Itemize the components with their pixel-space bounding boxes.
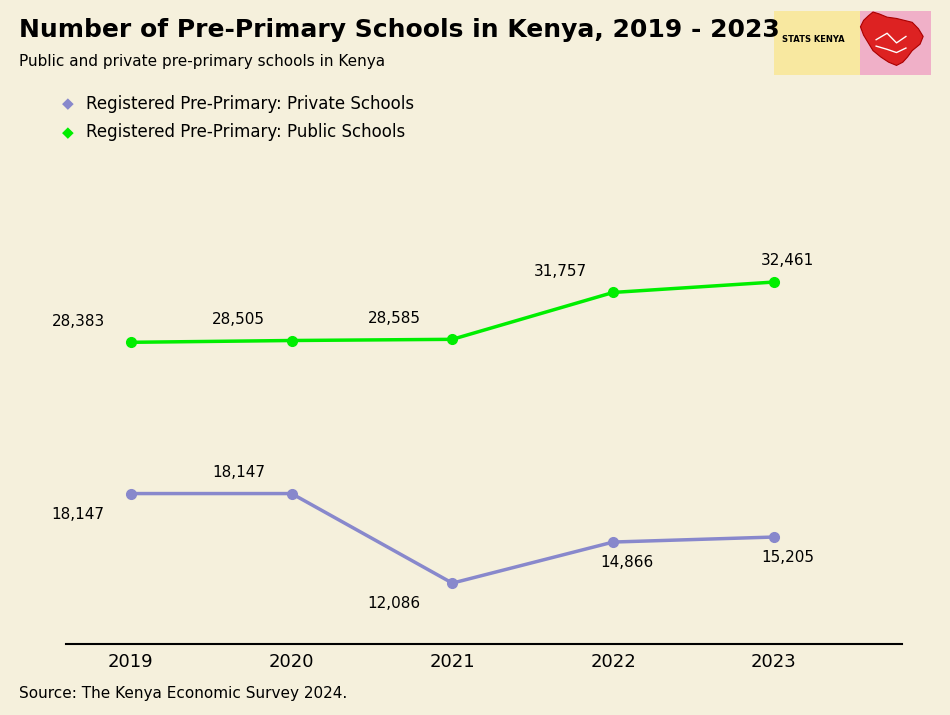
Text: ◆: ◆ (62, 97, 73, 111)
Text: 18,147: 18,147 (51, 506, 104, 521)
Text: 28,383: 28,383 (51, 314, 104, 329)
Text: 12,086: 12,086 (368, 596, 421, 611)
Text: 18,147: 18,147 (212, 465, 265, 480)
Text: 14,866: 14,866 (600, 555, 654, 570)
Bar (774, 11, 861, 75)
Text: 15,205: 15,205 (761, 550, 814, 565)
Text: 28,505: 28,505 (212, 312, 265, 327)
Text: 31,757: 31,757 (534, 264, 587, 279)
Text: Source: The Kenya Economic Survey 2024.: Source: The Kenya Economic Survey 2024. (19, 686, 348, 701)
Bar (861, 11, 931, 75)
Polygon shape (861, 12, 923, 65)
Text: STATS KENYA: STATS KENYA (782, 35, 845, 44)
Text: Number of Pre-Primary Schools in Kenya, 2019 - 2023: Number of Pre-Primary Schools in Kenya, … (19, 18, 780, 42)
Text: Registered Pre-Primary: Private Schools: Registered Pre-Primary: Private Schools (86, 94, 413, 113)
Text: 32,461: 32,461 (761, 253, 814, 268)
Text: Registered Pre-Primary: Public Schools: Registered Pre-Primary: Public Schools (86, 123, 405, 142)
Text: Public and private pre-primary schools in Kenya: Public and private pre-primary schools i… (19, 54, 385, 69)
Text: 28,585: 28,585 (368, 310, 421, 325)
Text: ◆: ◆ (62, 125, 73, 139)
